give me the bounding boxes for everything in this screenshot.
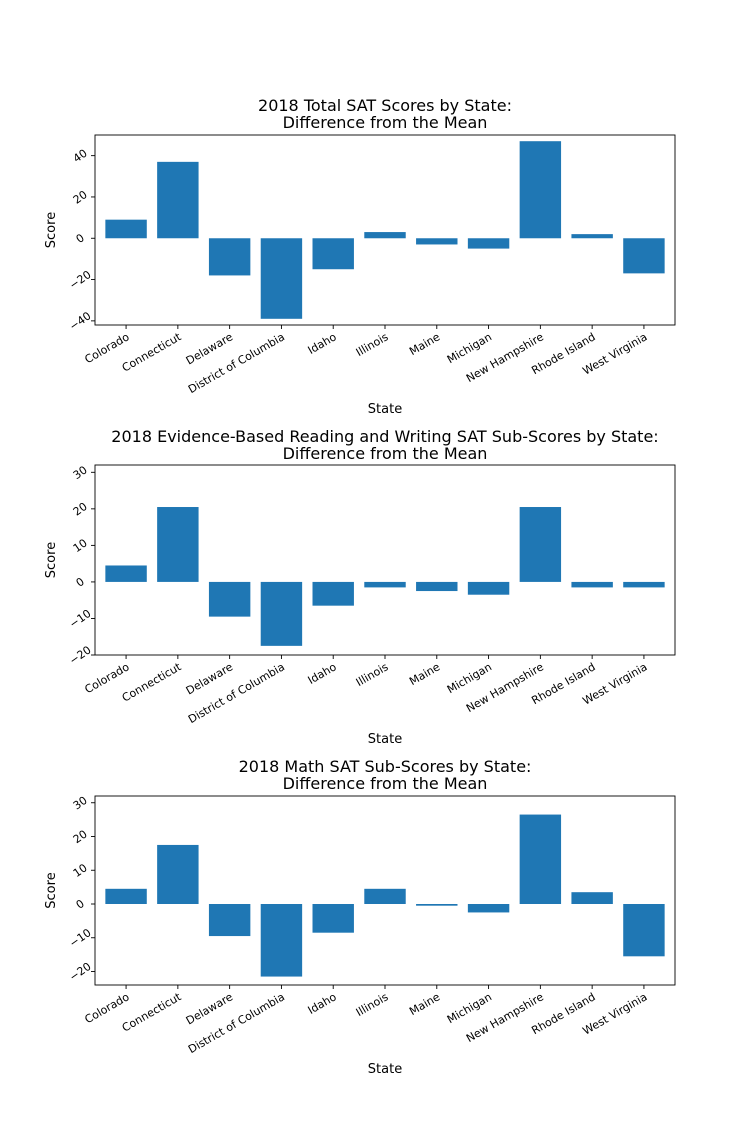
x-tick-label: Maine: [407, 330, 442, 358]
y-tick-label: 10: [71, 861, 90, 880]
x-axis-label: State: [368, 1062, 402, 1077]
y-axis-label: Score: [44, 872, 59, 908]
bar-connecticut: [157, 161, 199, 239]
x-tick-label: Connecticut: [120, 660, 184, 705]
bar-maine: [416, 581, 458, 592]
bar-district-of-columbia: [260, 581, 303, 646]
bar-illinois: [364, 232, 406, 239]
bar-illinois: [364, 581, 406, 588]
bar-idaho: [312, 238, 354, 270]
x-axis-label: State: [368, 732, 402, 747]
bar-delaware: [208, 904, 251, 937]
bar-michigan: [467, 904, 510, 913]
x-tick-label: District of Columbia: [186, 330, 287, 396]
bar-idaho: [312, 904, 354, 933]
bar-michigan: [467, 238, 510, 249]
x-axis-label: State: [368, 402, 402, 417]
x-tick-label: Idaho: [306, 330, 339, 357]
chart-panel-1: 2018 Total SAT Scores by State:Differenc…: [44, 96, 676, 417]
y-tick-label: −10: [67, 607, 93, 631]
y-tick-label: −10: [67, 926, 93, 950]
chart-subtitle: Difference from the Mean: [283, 774, 488, 793]
chart-subtitle: Difference from the Mean: [283, 444, 488, 463]
y-tick-label: 10: [71, 536, 90, 555]
y-tick-label: 20: [71, 828, 90, 847]
y-tick-label: −20: [67, 960, 93, 984]
y-axis-label: Score: [44, 212, 59, 248]
bar-rhode-island: [571, 234, 613, 239]
bar-connecticut: [157, 507, 199, 582]
x-tick-label: District of Columbia: [186, 990, 287, 1056]
x-tick-label: Connecticut: [120, 990, 184, 1035]
y-tick-label: −20: [67, 643, 93, 667]
bar-colorado: [105, 219, 147, 239]
y-tick-label: 0: [74, 897, 87, 912]
y-tick-label: 0: [74, 231, 87, 246]
chart-subtitle: Difference from the Mean: [283, 113, 488, 132]
x-tick-label: Connecticut: [120, 330, 184, 375]
x-tick-label: Maine: [407, 990, 442, 1018]
bar-colorado: [105, 888, 147, 904]
bar-delaware: [208, 238, 251, 276]
bar-rhode-island: [571, 581, 613, 588]
bar-west-virginia: [623, 238, 665, 274]
y-tick-label: 30: [71, 463, 90, 482]
chart-title: 2018 Math SAT Sub-Scores by State:: [239, 757, 532, 776]
x-tick-label: Illinois: [354, 330, 391, 359]
x-tick-label: District of Columbia: [186, 660, 287, 726]
chart-title: 2018 Evidence-Based Reading and Writing …: [111, 427, 658, 446]
chart-panel-3: 2018 Math SAT Sub-Scores by State:Differ…: [44, 757, 676, 1077]
y-axis-label: Score: [44, 542, 59, 578]
y-tick-label: −40: [67, 309, 93, 333]
chart-title: 2018 Total SAT Scores by State:: [258, 96, 512, 115]
bar-district-of-columbia: [260, 238, 303, 319]
bar-delaware: [208, 581, 251, 617]
chart-panel-2: 2018 Evidence-Based Reading and Writing …: [44, 427, 676, 747]
y-tick-label: 0: [74, 575, 87, 590]
bar-new-hampshire: [519, 507, 562, 582]
x-tick-label: Idaho: [306, 990, 339, 1017]
bar-illinois: [364, 888, 406, 904]
bar-colorado: [105, 565, 147, 582]
x-tick-label: Idaho: [306, 660, 339, 687]
y-tick-label: −20: [67, 268, 93, 292]
y-tick-label: 20: [71, 500, 90, 519]
bar-new-hampshire: [519, 814, 562, 904]
bar-west-virginia: [623, 904, 665, 957]
bar-district-of-columbia: [260, 904, 303, 977]
x-tick-label: Maine: [407, 660, 442, 688]
bar-rhode-island: [571, 892, 613, 904]
bar-west-virginia: [623, 581, 665, 588]
y-tick-label: 40: [71, 147, 90, 166]
bar-maine: [416, 904, 458, 906]
bar-michigan: [467, 581, 510, 595]
bar-idaho: [312, 581, 354, 606]
bar-connecticut: [157, 844, 199, 904]
y-tick-label: 30: [71, 794, 90, 813]
bar-maine: [416, 238, 458, 245]
y-tick-label: 20: [71, 188, 90, 207]
bar-new-hampshire: [519, 141, 562, 239]
x-tick-label: Illinois: [354, 660, 391, 689]
x-tick-label: Illinois: [354, 990, 391, 1019]
